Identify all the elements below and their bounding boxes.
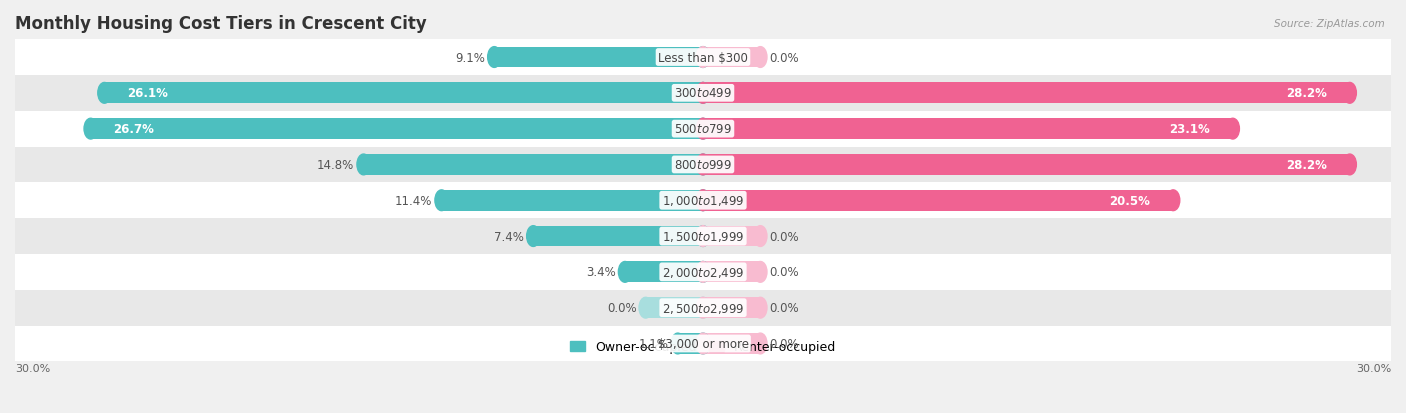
Bar	[15, 290, 1391, 326]
Text: 26.1%: 26.1%	[128, 87, 169, 100]
Circle shape	[696, 226, 710, 247]
Circle shape	[696, 298, 710, 318]
Text: 0.0%: 0.0%	[769, 337, 799, 350]
Circle shape	[1343, 155, 1357, 176]
Circle shape	[754, 333, 768, 354]
Circle shape	[696, 119, 710, 140]
Text: 30.0%: 30.0%	[15, 363, 51, 373]
Circle shape	[754, 298, 768, 318]
Text: $500 to $799: $500 to $799	[673, 123, 733, 136]
Bar	[703, 226, 761, 247]
Bar	[703, 262, 761, 282]
Bar	[15, 40, 1391, 76]
Text: 11.4%: 11.4%	[395, 194, 433, 207]
Circle shape	[696, 47, 710, 68]
Text: Less than $300: Less than $300	[658, 51, 748, 64]
Text: 28.2%: 28.2%	[1286, 159, 1327, 171]
Circle shape	[1167, 190, 1180, 211]
Circle shape	[1226, 119, 1240, 140]
Bar	[104, 83, 703, 104]
Circle shape	[696, 119, 710, 140]
Bar	[703, 155, 1350, 176]
Text: Source: ZipAtlas.com: Source: ZipAtlas.com	[1274, 19, 1385, 28]
Circle shape	[696, 83, 710, 104]
Text: $800 to $999: $800 to $999	[673, 159, 733, 171]
Bar	[15, 183, 1391, 218]
Bar	[703, 298, 761, 318]
Text: 28.2%: 28.2%	[1286, 87, 1327, 100]
Circle shape	[696, 298, 710, 318]
Circle shape	[488, 47, 501, 68]
Bar	[678, 333, 703, 354]
Circle shape	[696, 83, 710, 104]
Text: 26.7%: 26.7%	[114, 123, 155, 136]
Circle shape	[696, 333, 710, 354]
Text: 23.1%: 23.1%	[1168, 123, 1209, 136]
Bar	[703, 190, 1173, 211]
Bar	[15, 218, 1391, 254]
Circle shape	[696, 155, 710, 176]
Bar	[703, 47, 761, 68]
Text: 20.5%: 20.5%	[1109, 194, 1150, 207]
Bar	[15, 326, 1391, 361]
Text: 30.0%: 30.0%	[1355, 363, 1391, 373]
Text: 7.4%: 7.4%	[495, 230, 524, 243]
Text: 0.0%: 0.0%	[769, 266, 799, 279]
Text: $1,500 to $1,999: $1,500 to $1,999	[662, 230, 744, 244]
Bar	[15, 254, 1391, 290]
Text: 1.1%: 1.1%	[638, 337, 669, 350]
Circle shape	[696, 47, 710, 68]
Text: $2,500 to $2,999: $2,500 to $2,999	[662, 301, 744, 315]
Legend: Owner-occupied, Renter-occupied: Owner-occupied, Renter-occupied	[565, 335, 841, 358]
Text: Monthly Housing Cost Tiers in Crescent City: Monthly Housing Cost Tiers in Crescent C…	[15, 15, 427, 33]
Bar	[15, 112, 1391, 147]
Circle shape	[696, 190, 710, 211]
Circle shape	[696, 190, 710, 211]
Circle shape	[754, 262, 768, 282]
Circle shape	[754, 226, 768, 247]
Text: 0.0%: 0.0%	[769, 51, 799, 64]
Text: 0.0%: 0.0%	[607, 301, 637, 314]
Circle shape	[619, 262, 631, 282]
Circle shape	[696, 155, 710, 176]
Circle shape	[696, 262, 710, 282]
Text: $300 to $499: $300 to $499	[673, 87, 733, 100]
Circle shape	[696, 262, 710, 282]
Circle shape	[1343, 83, 1357, 104]
Bar	[703, 83, 1350, 104]
Text: $2,000 to $2,499: $2,000 to $2,499	[662, 265, 744, 279]
Circle shape	[527, 226, 540, 247]
Bar	[626, 262, 703, 282]
Text: 14.8%: 14.8%	[318, 159, 354, 171]
Circle shape	[434, 190, 449, 211]
Circle shape	[357, 155, 370, 176]
Circle shape	[696, 333, 710, 354]
Text: 0.0%: 0.0%	[769, 230, 799, 243]
Text: 9.1%: 9.1%	[456, 51, 485, 64]
Text: 0.0%: 0.0%	[769, 301, 799, 314]
Bar	[703, 333, 761, 354]
Bar	[15, 147, 1391, 183]
Bar	[441, 190, 703, 211]
Circle shape	[671, 333, 685, 354]
Text: $1,000 to $1,499: $1,000 to $1,499	[662, 194, 744, 208]
Bar	[533, 226, 703, 247]
Circle shape	[84, 119, 97, 140]
Text: 3.4%: 3.4%	[586, 266, 616, 279]
Bar	[703, 119, 1233, 140]
Circle shape	[638, 298, 652, 318]
Bar	[495, 47, 703, 68]
Bar	[645, 298, 703, 318]
Circle shape	[754, 47, 768, 68]
Bar	[15, 76, 1391, 112]
Bar	[364, 155, 703, 176]
Bar	[90, 119, 703, 140]
Text: $3,000 or more: $3,000 or more	[658, 337, 748, 350]
Circle shape	[98, 83, 111, 104]
Circle shape	[696, 226, 710, 247]
